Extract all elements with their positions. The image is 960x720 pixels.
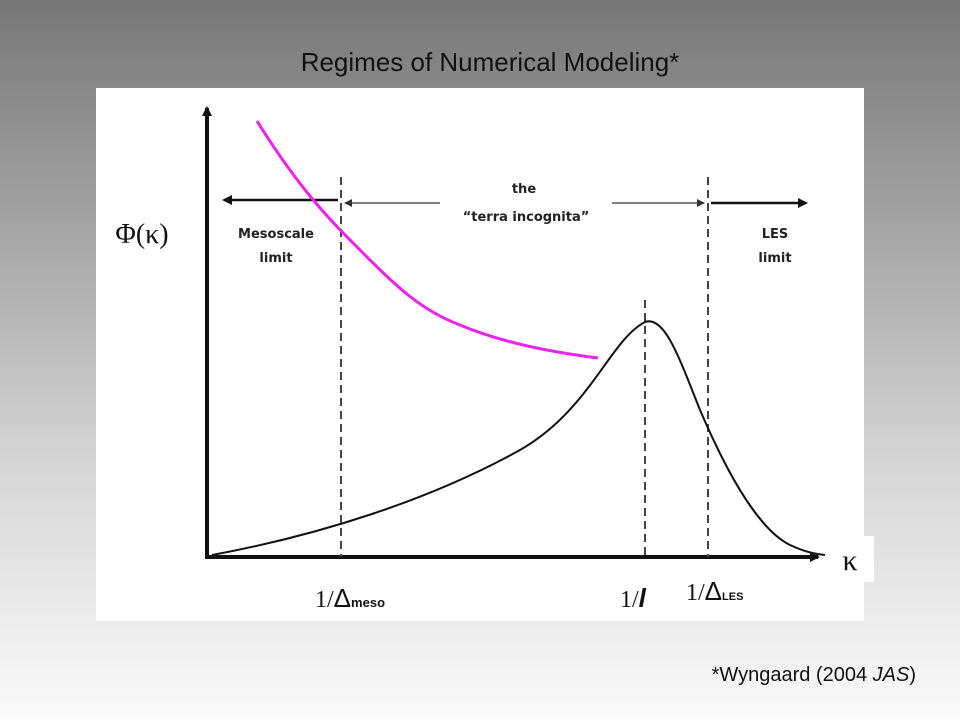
magenta-curve [255,120,599,360]
tick-meso-prefix: 1/ [315,587,334,613]
mesoscale-label-line2: limit [259,251,292,266]
tick-meso-subscript: meso [351,595,385,610]
kappa-label-box [826,536,874,582]
terra-incognita-label-line2: “terra incognita” [463,210,590,225]
tick-label-l: 1/l [620,583,647,613]
citation: *Wyngaard (2004 JAS) [712,664,916,687]
y-axis-label: Φ(κ) [115,219,168,250]
mesoscale-label-line1: Mesoscale [238,227,314,242]
tick-label-les: 1/ΔLES [686,576,743,606]
spectrum-curve [211,320,826,556]
tick-les-prefix: 1/ [686,580,705,606]
page-title: Regimes of Numerical Modeling* [300,47,680,77]
tick-les-symbol: Δ [705,576,722,606]
citation-journal: JAS [872,664,910,686]
tick-l-symbol: l [639,583,647,613]
citation-prefix: *Wyngaard (2004 [711,664,873,686]
terra-incognita-label-line1: the [512,182,536,197]
les-label-line1: LES [762,227,789,242]
tick-les-subscript: LES [722,591,743,603]
diagram-panel [96,88,864,621]
tick-l-prefix: 1/ [620,587,639,613]
x-axis-label: κ [842,544,857,577]
tick-label-meso: 1/Δmeso [315,583,385,613]
citation-suffix: ) [909,664,916,686]
les-label-line2: limit [758,251,791,266]
tick-meso-symbol: Δ [334,583,351,613]
